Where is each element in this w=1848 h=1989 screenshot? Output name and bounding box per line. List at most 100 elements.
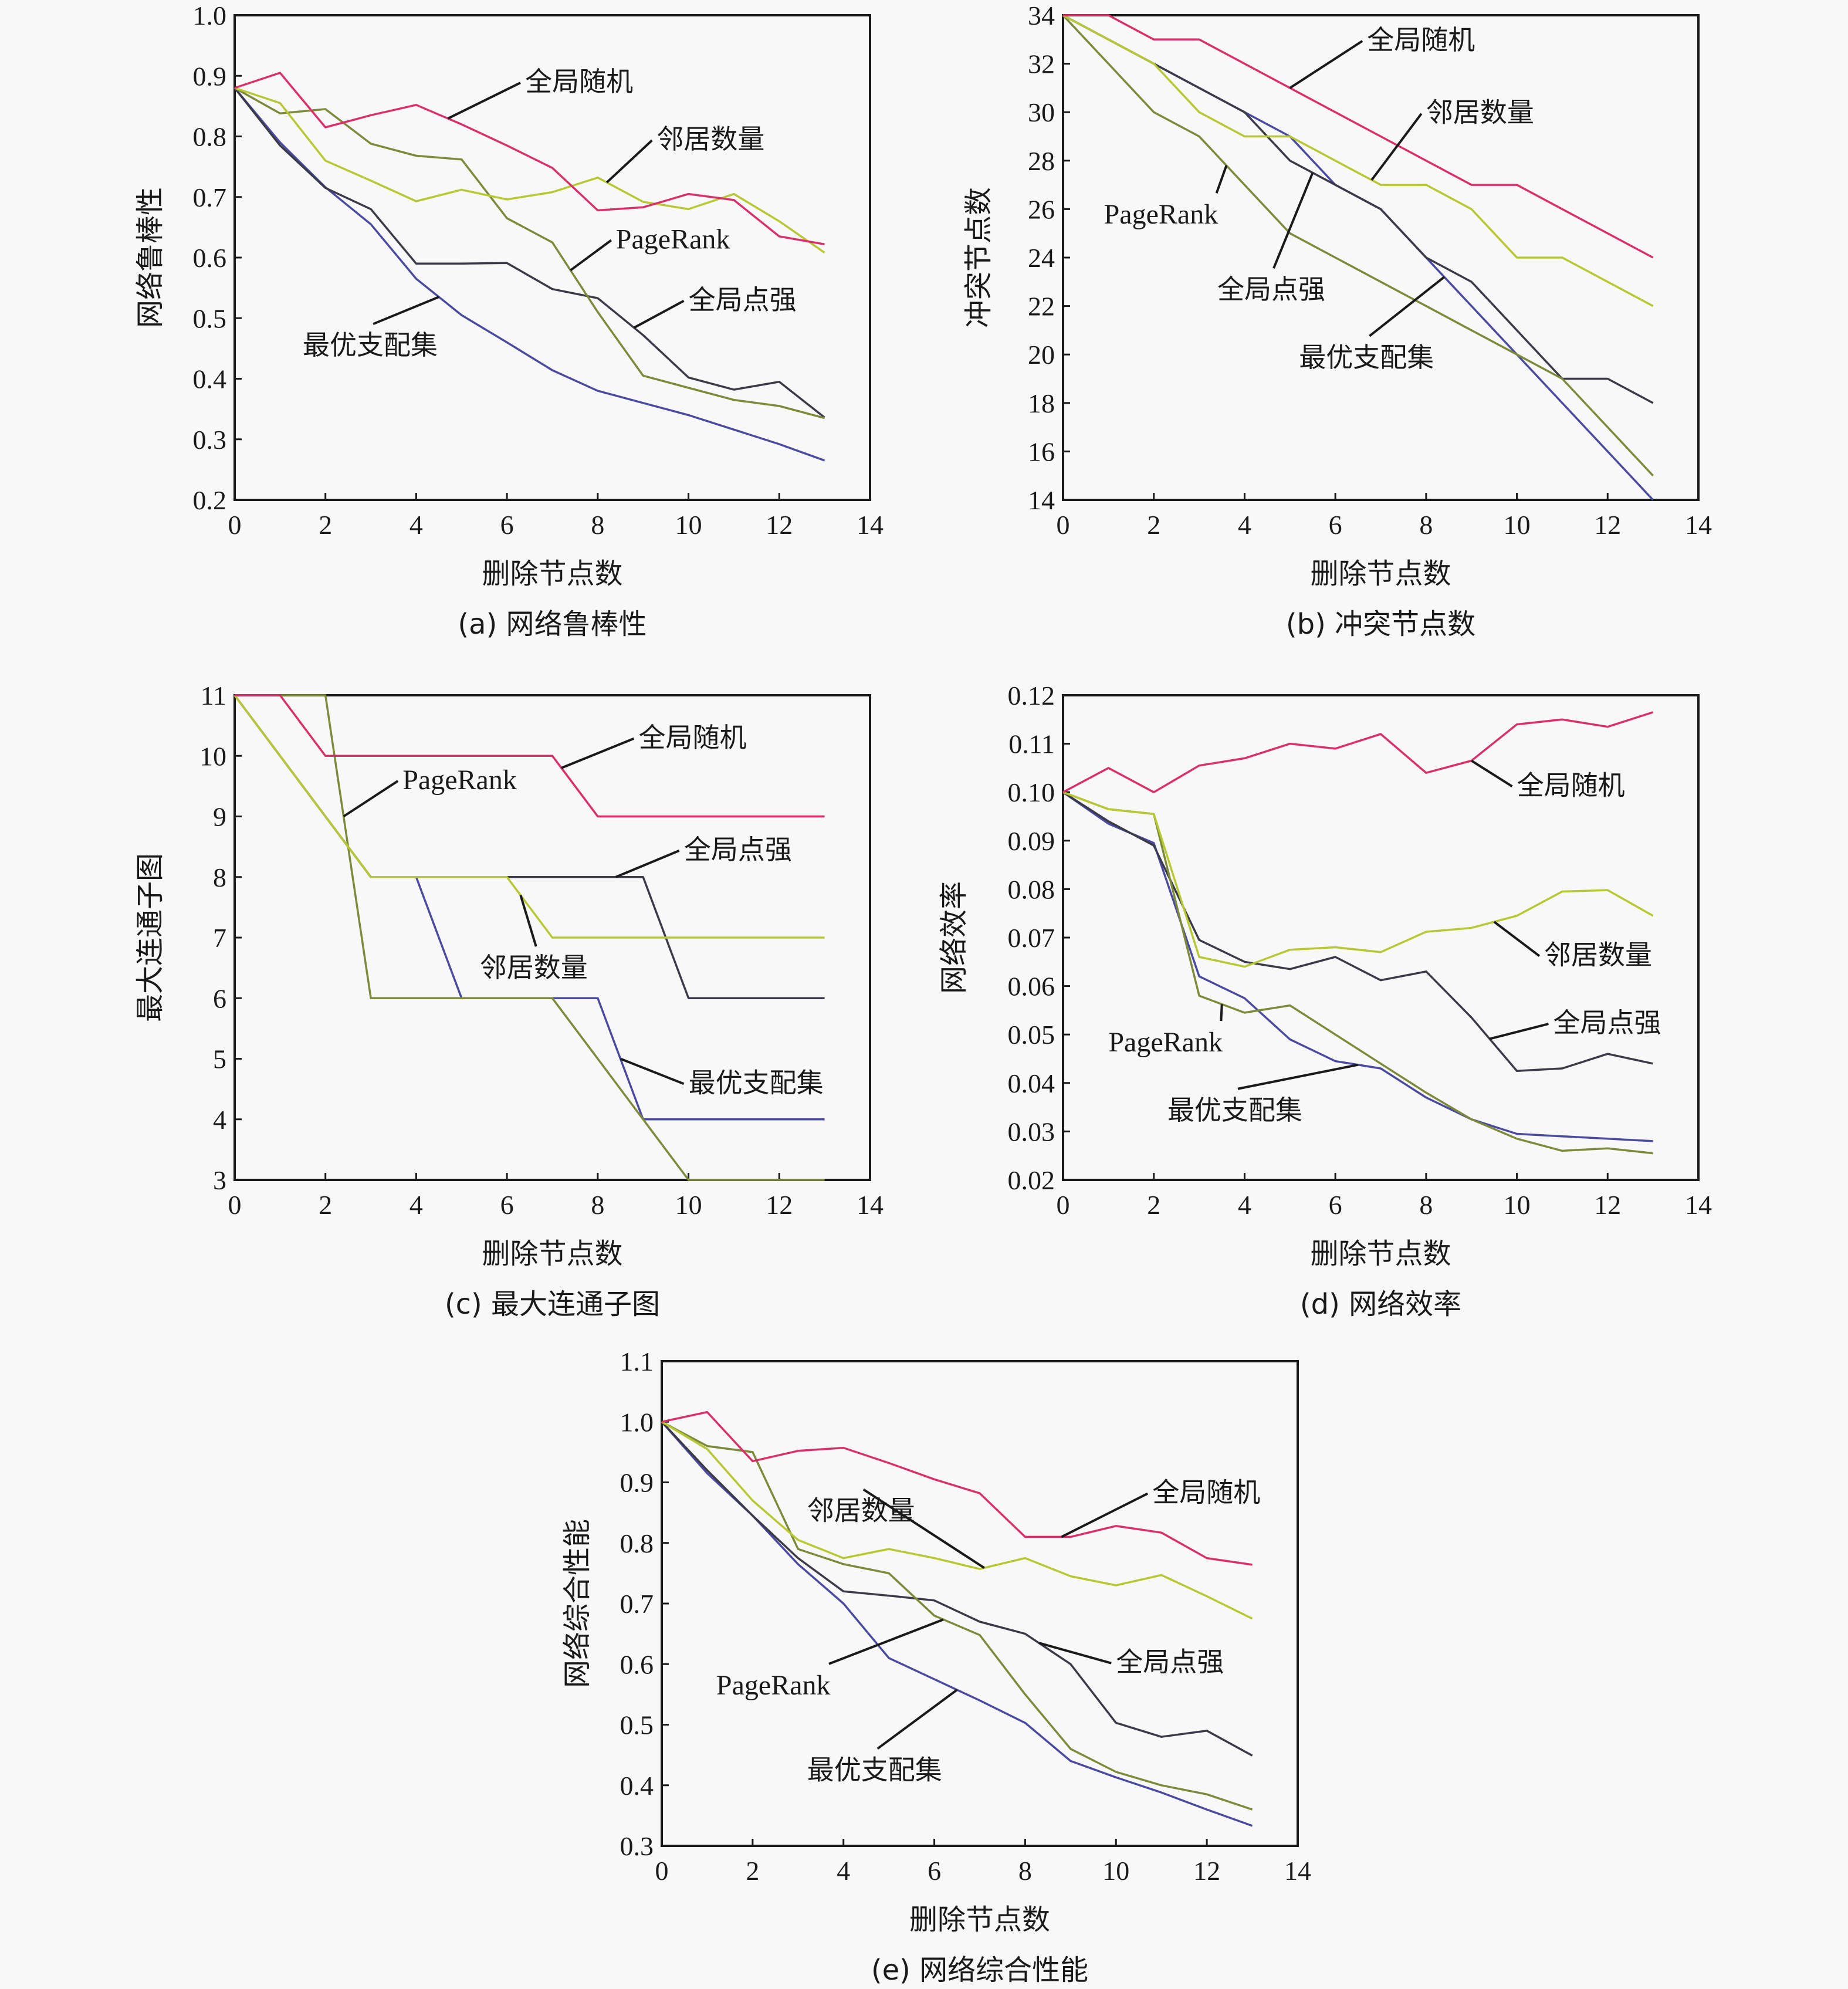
y-tick-label: 1.0 (620, 1407, 654, 1437)
x-tick-label: 8 (1419, 510, 1433, 540)
y-axis-title: 网络鲁棒性 (134, 187, 167, 328)
annotation-label-global-random: 全局随机 (1152, 1477, 1260, 1508)
annotation-leader (876, 1689, 958, 1750)
annotation-leader (1237, 1063, 1359, 1090)
annotation-leader (633, 300, 685, 329)
panel-caption: (d) 网络效率 (1300, 1288, 1461, 1321)
series-line-optimal-dominating-set (233, 87, 825, 462)
annotation-leader (447, 82, 521, 120)
y-tick-label: 0.2 (193, 485, 227, 515)
y-tick-label: 11 (201, 681, 226, 711)
annotation-leader (1493, 921, 1541, 958)
x-tick-label: 6 (1329, 510, 1342, 540)
series-line-pagerank (235, 694, 825, 1181)
panel-caption: (b) 冲突节点数 (1286, 608, 1475, 641)
series-line-global-random (235, 694, 825, 818)
y-axis-title: 最大连通子图 (134, 853, 167, 1022)
x-axis-title: 删除节点数 (909, 1903, 1050, 1936)
y-tick-label: 20 (1028, 340, 1055, 370)
annotation-label-global-random: 全局随机 (1367, 24, 1475, 56)
annotation-leader (343, 780, 399, 818)
y-tick-label: 22 (1028, 292, 1055, 322)
y-tick-label: 3 (213, 1165, 226, 1195)
y-tick-label: 14 (1028, 485, 1055, 515)
x-tick-label: 14 (857, 1190, 884, 1220)
annotation-label-global-random: 全局随机 (1517, 769, 1625, 801)
series-line-global-random (661, 1410, 1253, 1566)
x-tick-label: 6 (1329, 1190, 1342, 1220)
annotation-label-optimal-dominating-set: 最优支配集 (303, 329, 438, 361)
x-tick-label: 2 (746, 1856, 759, 1886)
x-tick-label: 2 (1147, 1190, 1160, 1220)
x-tick-label: 8 (1018, 1856, 1032, 1886)
y-tick-label: 0.9 (620, 1468, 654, 1498)
plot-frame (1062, 694, 1700, 1181)
annotation-label-optimal-dominating-set: 最优支配集 (1167, 1094, 1302, 1126)
x-tick-label: 8 (591, 1190, 604, 1220)
x-tick-label: 2 (319, 1190, 332, 1220)
y-tick-label: 18 (1028, 388, 1055, 418)
series-line-global-strength (233, 87, 825, 418)
panel-e: 0 2 4 6 8 10 12 14 0.3 0.4 0.5 0.6 0.7 0.8 0.9 1.0 1.1 删除… (561, 1347, 1311, 1987)
y-tick-label: 24 (1028, 243, 1055, 273)
annotation-leader (373, 296, 439, 326)
x-tick-label: 14 (857, 510, 884, 540)
x-axis-title: 删除节点数 (1310, 1237, 1451, 1270)
y-tick-label: 0.08 (1008, 874, 1055, 904)
y-tick-label: 0.12 (1008, 681, 1055, 711)
y-axis-title: 冲突节点数 (962, 187, 995, 328)
y-tick-label: 0.5 (193, 303, 227, 333)
annotation-leader (605, 139, 653, 184)
annotation-label-neighbor-count: 邻居数量 (1426, 97, 1534, 128)
y-tick-label: 0.04 (1008, 1068, 1055, 1098)
annotation-leader (519, 895, 537, 947)
y-tick-label: 0.3 (193, 425, 227, 455)
annotation-label-pagerank: PageRank (1108, 1027, 1223, 1058)
annotation-label-pagerank: PageRank (402, 765, 517, 796)
annotation-leader (1471, 759, 1513, 788)
annotation-label-global-strength: 全局点强 (684, 834, 792, 865)
series-line-pagerank (661, 1420, 1253, 1811)
plot-frame (1062, 14, 1700, 501)
annotation-label-global-strength: 全局点强 (1217, 273, 1325, 305)
y-tick-label: 5 (213, 1044, 226, 1074)
y-tick-label: 0.8 (620, 1528, 654, 1558)
annotation-leader (620, 1057, 685, 1085)
y-tick-label: 10 (199, 741, 226, 771)
annotation-label-optimal-dominating-set: 最优支配集 (1299, 341, 1434, 373)
y-tick-label: 0.5 (620, 1710, 654, 1740)
annotation-leader (1038, 1642, 1112, 1665)
x-tick-label: 12 (1594, 510, 1621, 540)
x-tick-label: 14 (1284, 1856, 1311, 1886)
panel-caption: (e) 网络综合性能 (871, 1954, 1088, 1987)
y-tick-label: 0.7 (193, 182, 227, 212)
x-tick-label: 12 (1594, 1190, 1621, 1220)
annotation-leader (1489, 1023, 1549, 1040)
annotation-label-global-strength: 全局点强 (689, 284, 797, 316)
y-tick-label: 16 (1028, 437, 1055, 466)
x-tick-label: 6 (500, 510, 514, 540)
y-tick-label: 26 (1028, 194, 1055, 224)
y-axis-title: 网络效率 (937, 881, 970, 994)
y-tick-label: 0.4 (193, 364, 227, 394)
y-tick-label: 34 (1028, 1, 1055, 31)
annotation-leader (1289, 40, 1363, 89)
y-tick-label: 0.6 (620, 1649, 654, 1679)
panel-c: 0 2 4 6 8 10 12 14 3 4 5 6 7 8 9 10 11 删除节点数 最大连通子图 (c) 最大连… (134, 681, 884, 1321)
y-tick-label: 0.02 (1008, 1165, 1055, 1195)
annotation-label-pagerank: PageRank (716, 1670, 831, 1701)
series-line-global-random (234, 72, 825, 246)
series-line-global-random (1062, 711, 1654, 793)
annotation-leader (1369, 276, 1446, 337)
x-tick-label: 0 (228, 1190, 242, 1220)
annotation-label-global-random: 全局随机 (525, 66, 633, 97)
annotation-label-optimal-dominating-set: 最优支配集 (689, 1067, 824, 1098)
annotation-label-global-random: 全局随机 (638, 722, 746, 753)
annotation-leader (1370, 113, 1423, 181)
x-tick-label: 2 (1147, 510, 1160, 540)
y-axis-title: 网络综合性能 (561, 1519, 594, 1688)
y-tick-label: 1.1 (620, 1347, 654, 1376)
x-tick-label: 0 (655, 1856, 669, 1886)
y-tick-label: 0.6 (193, 243, 227, 273)
